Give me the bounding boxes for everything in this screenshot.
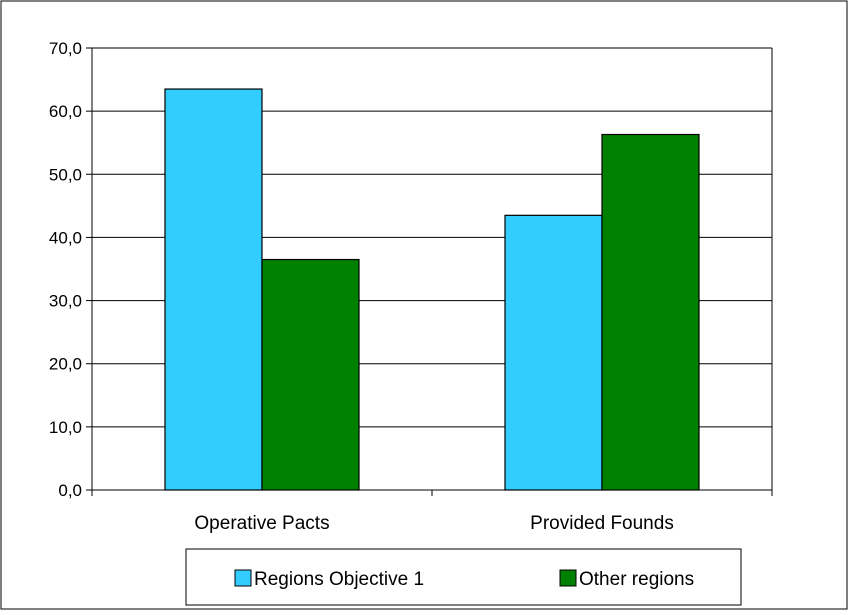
x-category-label: Provided Founds [530, 513, 674, 534]
x-category-label: Operative Pacts [194, 513, 329, 534]
y-tick-label: 40,0 [49, 228, 82, 247]
y-tick-label: 30,0 [49, 292, 82, 311]
y-tick-label: 10,0 [49, 418, 82, 437]
bar [504, 214, 603, 491]
y-tick-label: 0,0 [58, 481, 82, 500]
bar [601, 133, 700, 491]
legend: Regions Objective 1 Other regions [185, 548, 742, 606]
bar [164, 88, 263, 491]
y-tick-label: 60,0 [49, 102, 82, 121]
y-tick-label: 70,0 [49, 39, 82, 58]
legend-box [185, 548, 742, 606]
y-tick-label: 50,0 [49, 165, 82, 184]
legend-swatch [234, 569, 252, 587]
y-tick-label: 20,0 [49, 355, 82, 374]
axes: 0,0 10,0 20,0 30,0 40,0 50,0 60,0 70,0 Operative… [49, 39, 773, 534]
bar [261, 258, 360, 491]
legend-swatch [559, 569, 577, 587]
legend-label: Other regions [579, 569, 694, 590]
bars [164, 88, 700, 491]
legend-label: Regions Objective 1 [254, 569, 424, 590]
